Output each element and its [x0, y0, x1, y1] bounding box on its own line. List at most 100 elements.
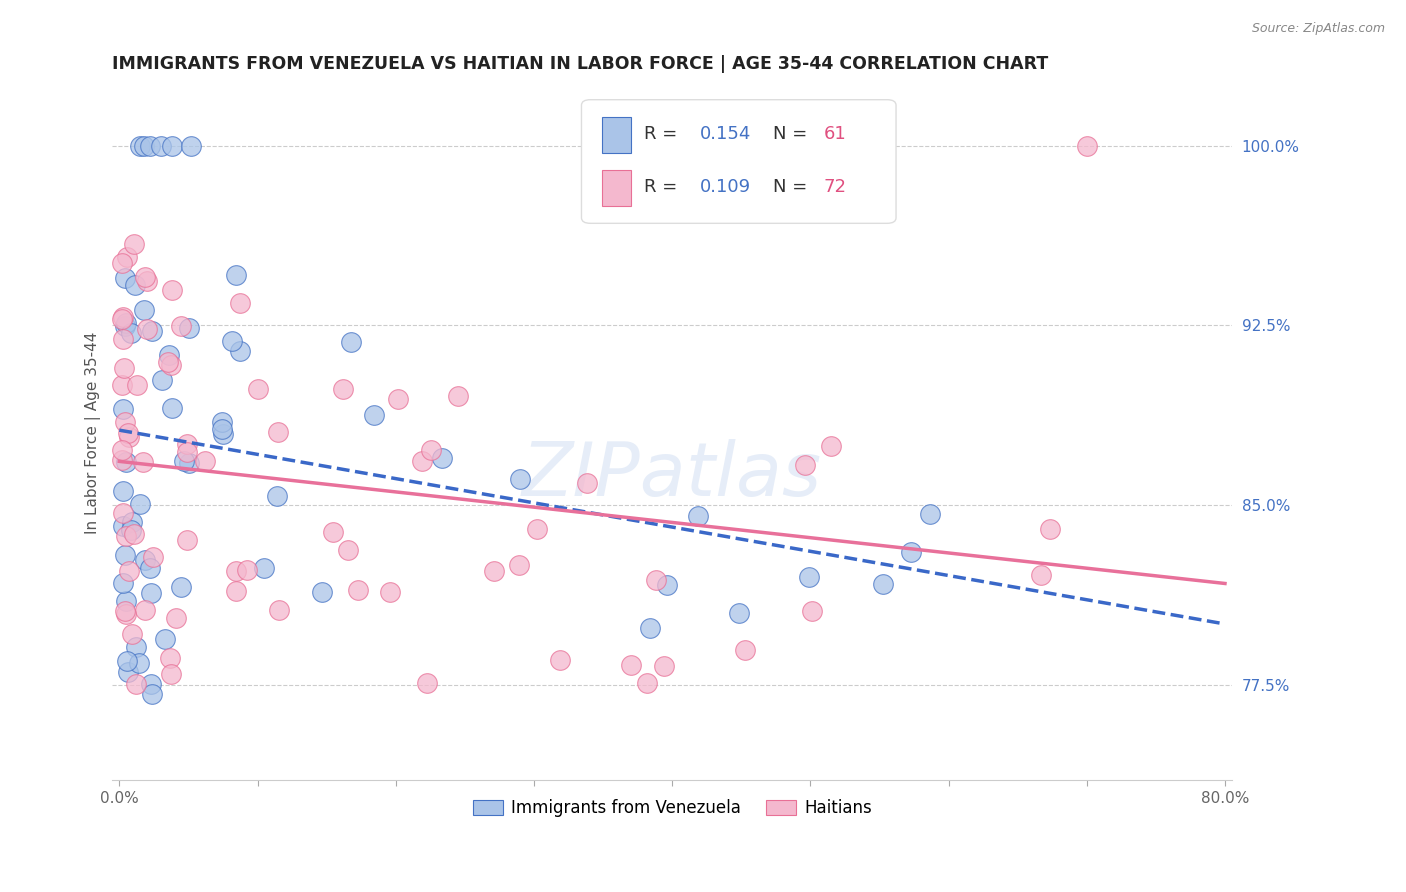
Point [138, 138, 160, 153]
Point [117, 665, 139, 679]
Point [509, 472, 531, 486]
Point [170, 580, 193, 594]
Point [526, 521, 548, 535]
FancyBboxPatch shape [582, 100, 896, 223]
Point [179, 321, 201, 335]
Point [212, 426, 235, 441]
Point [337, 542, 360, 557]
Point [311, 585, 333, 599]
Point [820, 439, 842, 453]
Point [177, 456, 200, 470]
Point [149, 138, 172, 153]
Point [114, 415, 136, 429]
Point [132, 454, 155, 468]
Point [1076, 138, 1098, 153]
Text: Source: ZipAtlas.com: Source: ZipAtlas.com [1251, 22, 1385, 36]
Point [111, 452, 134, 467]
Point [121, 515, 143, 529]
Point [156, 355, 179, 369]
Point [117, 426, 139, 441]
Point [162, 401, 184, 415]
Point [508, 558, 530, 572]
Point [918, 507, 941, 521]
Point [228, 296, 250, 310]
Point [141, 687, 163, 701]
Point [115, 529, 138, 543]
Point [322, 525, 344, 540]
Point [229, 343, 252, 358]
Point [121, 626, 143, 640]
Point [129, 497, 152, 511]
Point [139, 677, 162, 691]
Point [111, 442, 134, 457]
Point [638, 621, 661, 635]
FancyBboxPatch shape [602, 117, 631, 153]
Point [575, 475, 598, 490]
Point [446, 389, 468, 403]
Point [112, 484, 135, 499]
Text: IMMIGRANTS FROM VENEZUELA VS HAITIAN IN LABOR FORCE | AGE 35-44 CORRELATION CHAR: IMMIGRANTS FROM VENEZUELA VS HAITIAN IN … [112, 55, 1049, 73]
Point [211, 422, 233, 436]
Point [150, 373, 173, 387]
Point [266, 425, 288, 439]
Point [115, 654, 138, 668]
Point [484, 564, 506, 578]
Point [176, 437, 198, 451]
Point [157, 348, 180, 362]
Point [120, 524, 142, 538]
Point [111, 332, 134, 346]
Point [221, 334, 243, 349]
Point [139, 586, 162, 600]
Point [420, 442, 443, 457]
FancyBboxPatch shape [602, 169, 631, 206]
Point [142, 549, 165, 564]
Point [114, 319, 136, 334]
Text: ZIPatlas: ZIPatlas [522, 439, 823, 511]
Point [112, 576, 135, 591]
Point [173, 454, 195, 468]
Point [194, 454, 217, 468]
Point [176, 444, 198, 458]
Point [134, 553, 156, 567]
Point [112, 402, 135, 417]
Point [125, 676, 148, 690]
Point [139, 561, 162, 575]
Point [1029, 568, 1052, 582]
Point [129, 138, 152, 153]
Point [122, 237, 145, 252]
Point [346, 583, 368, 598]
Point [872, 577, 894, 591]
Text: N =: N = [773, 126, 813, 144]
Point [111, 256, 134, 270]
Point [115, 316, 138, 330]
Point [114, 455, 136, 469]
Point [416, 675, 439, 690]
Point [128, 657, 150, 671]
Point [794, 458, 817, 473]
Point [160, 667, 183, 681]
Point [112, 310, 135, 324]
Point [225, 268, 247, 282]
Point [114, 549, 136, 563]
Point [114, 270, 136, 285]
Point [112, 519, 135, 533]
Text: 72: 72 [824, 178, 846, 195]
Point [125, 377, 148, 392]
Point [253, 561, 276, 575]
Point [136, 274, 159, 288]
Point [169, 319, 191, 334]
Point [652, 658, 675, 673]
Point [266, 489, 288, 503]
Text: N =: N = [773, 178, 813, 195]
Legend: Immigrants from Venezuela, Haitians: Immigrants from Venezuela, Haitians [465, 793, 879, 824]
Point [900, 544, 922, 558]
Point [111, 311, 134, 326]
Point [225, 564, 247, 578]
Text: 0.154: 0.154 [700, 126, 752, 144]
Point [644, 573, 666, 587]
Point [180, 138, 202, 153]
Point [225, 583, 247, 598]
Point [236, 563, 259, 577]
Point [114, 607, 136, 621]
Point [267, 603, 290, 617]
